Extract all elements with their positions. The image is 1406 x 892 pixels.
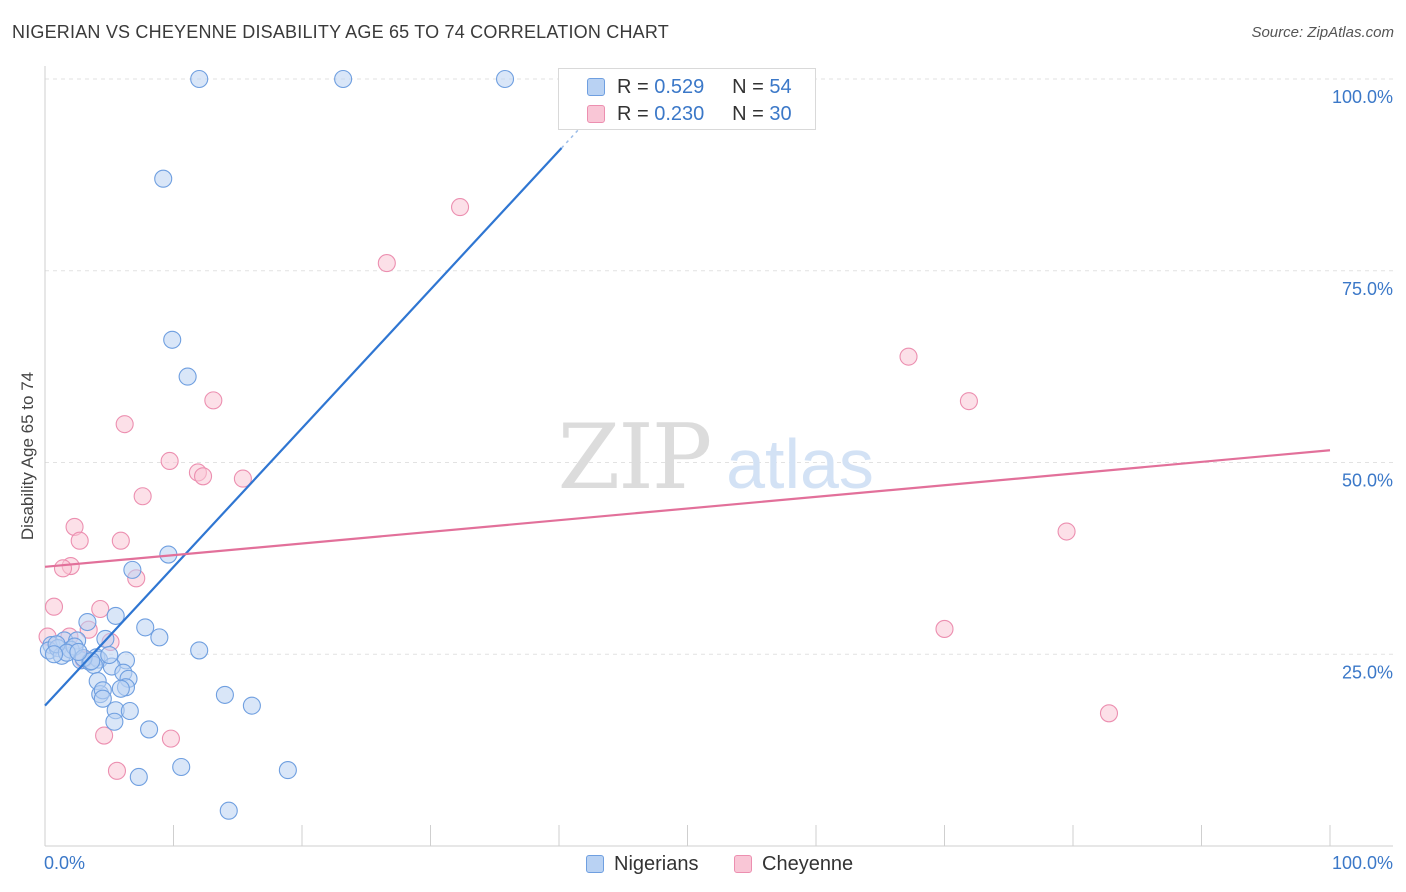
nigerians-point [105,712,124,731]
cheyenne-point [115,415,134,434]
nigerians-point [163,330,182,349]
cheyenne-point [133,487,152,506]
nigerians-point [136,618,155,637]
cheyenne-legend-swatch [734,855,752,873]
r-value: 0.529 [654,76,705,98]
cheyenne-point [959,392,978,411]
nigerians-point [100,645,119,665]
cheyenne-point [70,531,89,550]
r-value: 0.230 [654,103,705,125]
stats-text-cheyenne: R = 0.230 N = 30 [617,101,792,127]
stats-text-nigerians: R = 0.529 N = 54 [617,74,792,100]
nigerians-point [495,69,515,89]
nigerians-point [219,801,238,820]
watermark: ZIP atlas [558,405,874,510]
nigerians-point [69,642,88,661]
gridlines [45,78,1393,655]
cheyenne-point [107,761,127,780]
x-tick-label: 100.0% [1332,853,1393,873]
r-label: R = [617,76,649,98]
nigerians-point [242,696,261,715]
r-label: R = [617,103,649,125]
nigerians-point [190,69,209,89]
chart-title: NIGERIAN VS CHEYENNE DISABILITY AGE 65 T… [12,22,669,42]
n-label: N = [732,103,764,125]
cheyenne-point [194,467,213,486]
nigerians-point [150,628,169,647]
tick-labels: 25.0% 50.0% 75.0% 100.0% 0.0% 100.0% [44,87,1393,873]
nigerians-point [190,641,209,660]
cheyenne-point [91,599,110,619]
nigerians-point [120,701,139,721]
cheyenne-point [899,347,918,366]
nigerians-point [123,560,142,579]
y-tick-label: 25.0% [1342,662,1393,682]
nigerians-legend-swatch [586,855,604,873]
cheyenne-point [1099,704,1119,723]
cheyenne-point [160,451,179,471]
cheyenne-point [44,597,64,616]
nigerians-point [172,757,191,777]
cheyenne-point [935,619,954,638]
nigerians-point [278,761,297,780]
cheyenne-point [111,531,130,550]
nigerians-trend-line [44,147,563,707]
nigerians-point [44,645,64,664]
cheyenne-point [451,198,470,217]
n-value: 30 [769,103,792,125]
nigerians-point [106,606,125,625]
y-tick-label: 50.0% [1342,471,1393,491]
watermark-zip: ZIP [558,405,711,510]
legend-item-nigerians[interactable]: Nigerians [586,850,698,878]
nigerians-point [140,720,159,739]
cheyenne-point [377,254,396,273]
cheyenne-swatch [587,105,605,123]
nigerians-point [215,685,234,704]
nigerians-point [334,69,353,89]
y-tick-label: 100.0% [1332,87,1393,107]
nigerians-point [82,652,101,671]
cheyenne-trend-line [44,449,1331,568]
cheyenne-point [1057,522,1076,541]
cheyenne-point [53,559,73,578]
nigerians-point [78,612,97,632]
stats-legend: R = 0.529 N = 54 R = 0.230 N = 30 [558,68,816,130]
nigerians-point [178,367,197,386]
nigerians-point [111,679,130,698]
n-label: N = [732,76,764,98]
nigerians-points [39,69,515,820]
cheyenne-points [38,198,1119,780]
cheyenne-point [233,469,252,488]
cheyenne-point [95,726,114,745]
nigerians-swatch [587,78,605,96]
chart-source: Source: ZipAtlas.com [1251,24,1394,41]
cheyenne-point [161,729,180,748]
n-value: 54 [769,76,792,98]
y-tick-label: 75.0% [1342,279,1393,299]
y-axis-label: Disability Age 65 to 74 [18,372,37,540]
nigerians-point [129,767,148,787]
nigerians-point [93,689,112,708]
watermark-atlas: atlas [726,425,874,503]
x-tick-label: 0.0% [44,853,85,873]
nigerians-point [154,169,173,188]
legend-item-cheyenne[interactable]: Cheyenne [734,850,853,878]
legend-label-nigerians: Nigerians [614,853,699,875]
axes [44,66,1393,847]
legend-label-cheyenne: Cheyenne [762,853,854,875]
cheyenne-point [204,391,223,410]
